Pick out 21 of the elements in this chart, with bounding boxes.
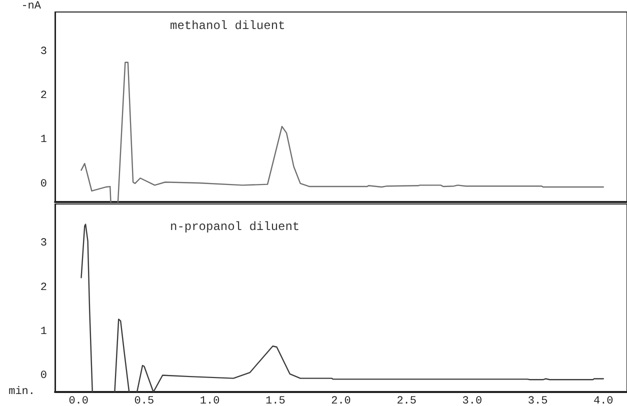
y-tick-label: 3 (40, 46, 47, 58)
text: methanol diluent (170, 19, 286, 33)
y-axis-title: -nA (21, 0, 42, 12)
y-tick-label: 0 (40, 370, 47, 382)
y-tick-label: 0 (40, 178, 47, 190)
x-tick-label: 4.0 (593, 395, 614, 406)
y-tick-label: 2 (40, 281, 47, 294)
y-tick-label: 2 (40, 90, 47, 102)
y-tick-label: 3 (40, 237, 47, 250)
x-tick-label: 1.0 (200, 395, 220, 406)
x-tick-label: 2.5 (396, 395, 417, 406)
x-tick-label: 2.0 (331, 395, 351, 406)
y-tick-label: 1 (40, 325, 48, 338)
x-tick-label: 3.5 (528, 395, 548, 406)
x-axis-title: min. (8, 386, 35, 398)
x-tick-label: 0.5 (134, 395, 154, 406)
x-tick-label: 1.5 (265, 395, 286, 406)
y-tick-label: 1 (40, 134, 48, 146)
x-tick-label: 3.0 (462, 395, 482, 406)
text: n-propanol diluent (170, 220, 300, 234)
x-tick-label: 0.0 (68, 395, 89, 406)
